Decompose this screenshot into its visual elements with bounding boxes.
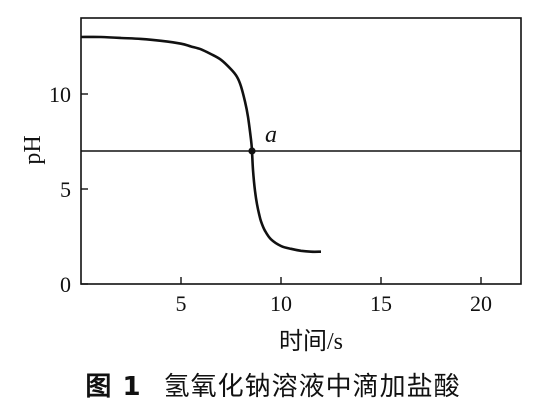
x-tick-label: 5 [176,291,187,316]
x-axis-title: 时间/s [279,328,343,355]
x-tick-label: 20 [470,291,492,316]
x-tick-label: 10 [270,291,292,316]
y-tick-label: 0 [60,272,71,297]
figure-number: 图 1 [85,372,142,402]
figure-caption: 图 1 氢氧化钠溶液中滴加盐酸 [0,366,546,403]
series-line [80,35,322,254]
x-tick-label: 15 [370,291,392,316]
point-a-label: a [265,122,277,148]
y-tick-label: 5 [60,177,71,202]
point-a-marker [248,147,256,155]
y-tick-label: 10 [49,82,71,107]
y-axis-title: pH [20,135,46,164]
figure-caption-text: 氢氧化钠溶液中滴加盐酸 [163,372,461,402]
ticks-layer: 5 10 15 20 0 5 10 [49,82,492,316]
